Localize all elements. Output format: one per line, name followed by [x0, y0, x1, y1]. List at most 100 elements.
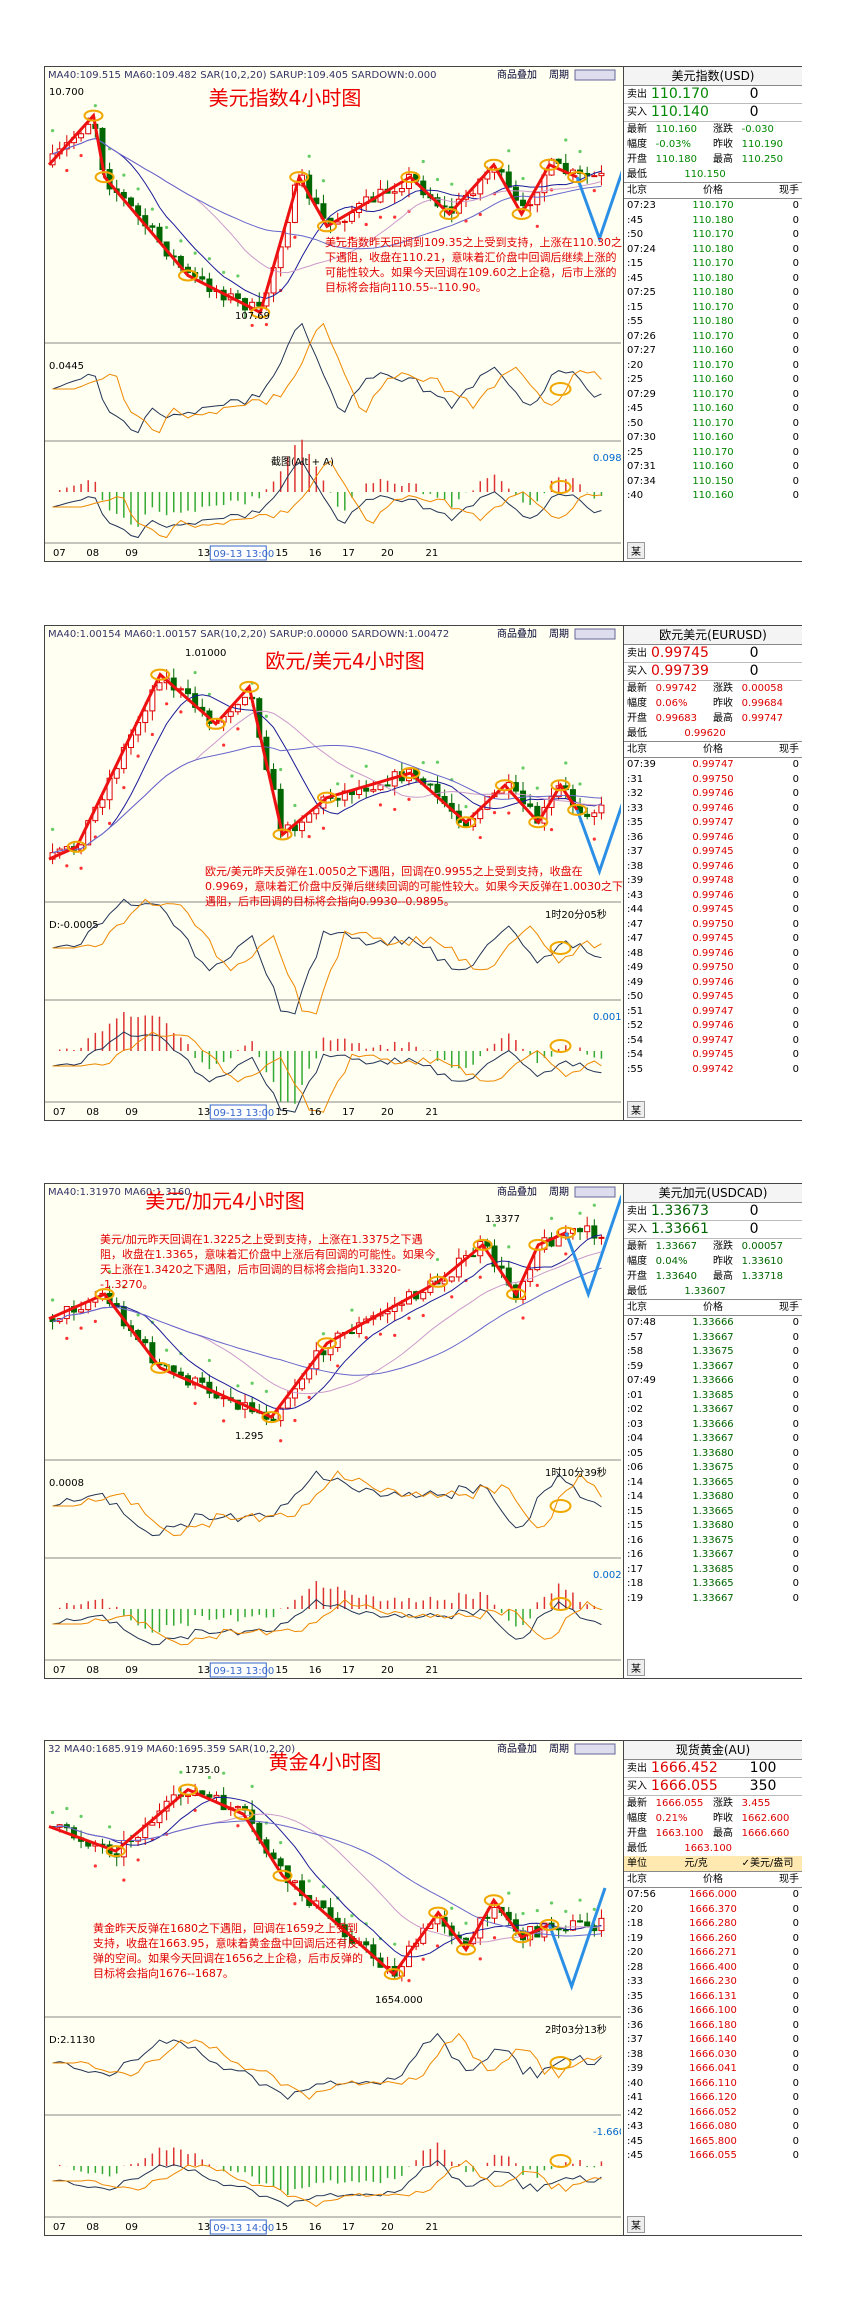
tick-time: :49 [627, 962, 644, 973]
tick-volume: 0 [792, 1520, 799, 1531]
tick-time: :38 [627, 860, 644, 872]
tick-price: 1.33667 [692, 1549, 734, 1560]
stat-label: 昨收 [713, 698, 733, 709]
highlight-circle [556, 1226, 577, 1239]
candle [420, 1291, 427, 1300]
toolbar-button[interactable]: 商品叠加 [497, 1742, 537, 1755]
candle [341, 220, 348, 223]
unit-option[interactable]: 元/克 [684, 1858, 708, 1869]
stat-row: 开盘 0.99683 最高 0.99747 [624, 711, 802, 726]
toolbar-button[interactable]: 商品叠加 [497, 68, 537, 81]
highlight-circle [94, 171, 115, 184]
toolbar-button[interactable]: 周期 [549, 1186, 569, 1198]
highlight-circle [233, 1808, 254, 1821]
sar-dot [592, 189, 596, 193]
tick-row: 07:56 1666.000 0 [624, 1888, 802, 1903]
footer-button[interactable]: 某 [627, 542, 645, 559]
quote-title: 美元指数(USD) [624, 67, 802, 86]
sar-dot [535, 1283, 539, 1287]
tick-time: :39 [627, 2063, 644, 2074]
tick-time: :06 [627, 1462, 644, 1473]
tick-row: :15 1.33680 0 [624, 1519, 802, 1534]
stat-row: 幅度 -0.03% 昨收 110.190 [624, 137, 802, 152]
tick-price: 110.170 [692, 200, 734, 211]
footer-button[interactable]: 某 [627, 1659, 645, 1676]
stat-label: 幅度 [627, 1256, 647, 1267]
stat-label: 最低 [627, 728, 647, 739]
stat-label: 最新 [627, 1241, 647, 1252]
tick-price: 0.99742 [692, 1063, 734, 1075]
x-tick-label: 07 [53, 2222, 66, 2233]
chart-label: 1654.000 [375, 1995, 423, 2006]
candle [377, 784, 384, 791]
tick-price: 1666.280 [689, 1918, 737, 1929]
footer-button[interactable]: 某 [627, 2216, 645, 2233]
toolbar-button[interactable]: 商品叠加 [497, 1185, 537, 1198]
tick-volume: 0 [792, 272, 799, 284]
tick-volume: 0 [792, 2077, 799, 2089]
indicator-line [52, 2032, 602, 2100]
tick-volume: 0 [792, 214, 799, 226]
unit-option[interactable]: ✓美元/盎司 [741, 1858, 794, 1869]
tick-price: 0.99746 [692, 976, 734, 988]
indicator-line [52, 322, 602, 434]
tick-volume: 0 [792, 1360, 799, 1372]
x-tick-label: 13 [198, 1107, 211, 1118]
tick-time: :28 [627, 1961, 644, 1973]
macd-line [52, 460, 602, 539]
tick-price: 1666.400 [689, 1961, 737, 1973]
tick-row: :54 0.99747 0 [624, 1034, 802, 1049]
highlight-circle [150, 668, 171, 681]
x-tick-label: 20 [381, 1665, 394, 1676]
sar-dot [521, 1316, 525, 1320]
tick-price: 110.170 [692, 229, 734, 240]
tick-volume: 0 [792, 229, 799, 240]
quote-price: 0.99745 [651, 645, 709, 661]
macd-line [52, 460, 602, 539]
tick-price: 1.33680 [692, 1447, 734, 1459]
candle [398, 188, 405, 193]
toolbar-icon [574, 1743, 616, 1755]
quote-price: 1.33673 [651, 1203, 709, 1219]
unit-option[interactable]: 单位 [627, 1858, 647, 1869]
chart: 32 MA40:1685.919 MA60:1695.359 SAR(10,2,… [45, 1742, 621, 2235]
tick-row: :44 0.99745 0 [624, 903, 802, 918]
toolbar-button[interactable]: 周期 [549, 628, 569, 640]
unit-row: 单位 元/克 ✓美元/盎司 [624, 1856, 802, 1871]
tick-time: 07:34 [627, 475, 656, 487]
stat-label: 幅度 [627, 139, 647, 150]
tick-volume: 0 [792, 2121, 799, 2132]
tick-volume: 0 [792, 1418, 799, 1430]
tick-time: :44 [627, 904, 644, 915]
tick-volume: 0 [792, 1563, 799, 1575]
tick-row: :20 1666.370 0 [624, 1903, 802, 1918]
toolbar-button[interactable]: 商品叠加 [497, 627, 537, 640]
stat-value: 0.00058 [741, 683, 784, 694]
tick-volume: 0 [792, 947, 799, 959]
tick-time: :41 [627, 2092, 644, 2103]
sar-dot [564, 761, 568, 765]
toolbar-button[interactable]: 周期 [549, 69, 569, 81]
candle [185, 688, 191, 695]
quote-row: 买入 1666.055 350 [624, 1778, 802, 1796]
stat-value: 0.99620 [684, 728, 726, 739]
toolbar-button[interactable]: 周期 [549, 1743, 569, 1755]
stat-row: 开盘 1663.100 最高 1666.660 [624, 1826, 802, 1841]
tick-volume: 0 [792, 258, 799, 269]
tick-price: 0.99746 [692, 1020, 734, 1031]
sar-dot [136, 1313, 140, 1317]
tick-time: :20 [627, 359, 644, 371]
x-tick-label: 16 [309, 1107, 322, 1118]
footer-button[interactable]: 某 [627, 1101, 645, 1118]
stat-value: 0.21% [655, 1813, 688, 1824]
table-header-cell: 价格 [702, 1874, 723, 1885]
sar-dot [93, 1319, 97, 1324]
tick-row: :42 1666.052 0 [624, 2106, 802, 2121]
candle [70, 1827, 77, 1839]
candle [512, 186, 519, 201]
tick-volume: 0 [792, 359, 799, 371]
sar-dot [79, 1814, 83, 1818]
tick-price: 110.160 [692, 461, 734, 472]
candle [170, 1365, 177, 1373]
tick-price: 110.160 [692, 490, 734, 501]
